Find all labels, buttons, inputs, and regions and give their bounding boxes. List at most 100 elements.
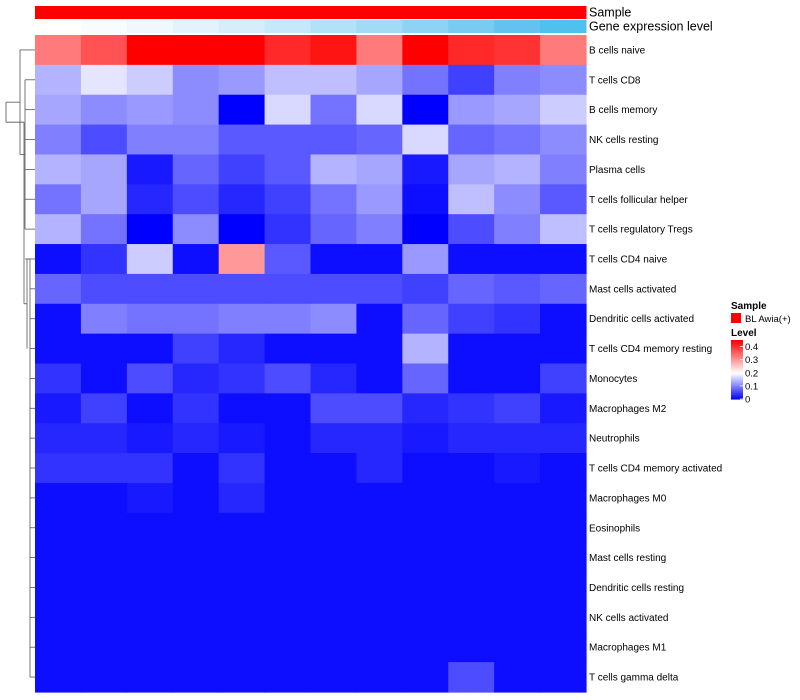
heatmap-cell-7-3 [126,214,174,245]
heatmap-cell-15-1 [35,453,82,484]
heatmap-cell-20-12 [540,602,587,633]
legend-colorbar-segment-26 [731,364,743,367]
legend-colorbar-segment-59 [731,397,743,399]
heatmap-cell-18-8 [356,542,403,574]
heatmap-cell-3-5 [218,94,266,126]
heatmap-cell-6-12 [540,184,587,215]
heatmap-cell-2-10 [448,64,495,96]
heatmap-cell-1-6 [264,35,312,66]
heatmap-cell-2-5 [218,64,266,96]
legend-colorbar-segment-13 [731,351,743,354]
legend-colorbar-segment-33 [731,371,743,374]
annotation-cell-2-8 [356,20,403,33]
heatmap-cell-16-2 [80,482,128,514]
heatmap-cell-9-6 [264,273,312,305]
heatmap-cell-15-4 [172,453,220,484]
legend-colorbar-segment-35 [731,373,743,376]
heatmap-cells [35,35,587,693]
heatmap-cell-22-3 [126,662,174,693]
heatmap-cell-18-6 [264,542,312,574]
annotation-cell-1-8 [356,6,403,19]
heatmap-cell-14-8 [356,423,403,454]
legend-colorbar-segment-24 [731,362,743,365]
heatmap-cell-3-4 [172,94,220,126]
heatmap-cell-2-1 [35,64,82,96]
legend-colorbar-segment-4 [731,342,743,345]
heatmap-cell-18-10 [448,542,495,574]
annotation-cell-2-7 [310,20,357,33]
heatmap-cell-3-12 [540,94,587,126]
legend-colorbar-segment-49 [731,387,743,389]
heatmap-cell-4-3 [126,124,174,156]
legend-colorbar-segment-20 [731,358,743,361]
heatmap-cell-16-6 [264,482,312,514]
annotation-cell-1-10 [448,6,495,19]
heatmap-cell-12-8 [356,363,403,394]
legend-colorbar-segment-53 [731,391,743,393]
heatmap-cell-2-8 [356,64,403,96]
heatmap-cell-8-12 [540,244,587,275]
heatmap-cell-13-9 [402,393,449,424]
heatmap-cell-10-8 [356,303,403,335]
legend-colorbar-segment-32 [731,370,743,373]
row-label-18: Mast cells resting [589,553,666,564]
legend-colorbar-segment-48 [731,386,743,388]
heatmap-cell-22-6 [264,662,312,693]
legend-colorbar-segment-60 [731,398,743,400]
heatmap-cell-17-10 [448,512,495,544]
heatmap-cell-14-7 [310,423,358,454]
heatmap-cell-8-4 [172,244,220,275]
legend-colorbar-segment-34 [731,372,743,375]
heatmap-cell-1-10 [448,35,495,66]
heatmap-cell-9-12 [540,273,587,305]
heatmap-cell-18-5 [218,542,266,574]
legend-colorbar-segment-16 [731,354,743,357]
annotation-cell-2-3 [126,20,174,33]
heatmap-cell-18-7 [310,542,358,574]
row-label-9: Mast cells activated [589,284,676,295]
heatmap-cell-20-9 [402,602,449,633]
heatmap-cell-15-6 [264,453,312,484]
row-label-8: T cells CD4 naive [589,254,668,265]
heatmap-cell-8-3 [126,244,174,275]
heatmap-cell-10-1 [35,303,82,335]
heatmap-cell-11-9 [402,333,449,365]
heatmap-cell-14-10 [448,423,495,454]
heatmap-cell-19-5 [218,572,266,604]
heatmap-cell-13-12 [540,393,587,424]
annotation-label-2: Gene expression level [589,20,713,34]
heatmap-cell-18-3 [126,542,174,574]
legend-colorbar-segment-46 [731,384,743,386]
heatmap-cell-21-10 [448,632,495,663]
row-label-7: T cells regulatory Tregs [589,225,693,236]
legend-colorbar-segment-40 [731,378,743,380]
heatmap-cell-19-8 [356,572,403,604]
heatmap-cell-11-10 [448,333,495,365]
heatmap-cell-2-3 [126,64,174,96]
heatmap-cell-17-11 [494,512,541,544]
row-label-4: NK cells resting [589,135,658,146]
heatmap-cell-20-6 [264,602,312,633]
legend-colorbar-segment-25 [731,363,743,366]
row-label-22: T cells gamma delta [589,673,679,684]
row-label-21: Macrophages M1 [589,643,667,654]
heatmap-cell-11-6 [264,333,312,365]
heatmap-cell-5-2 [80,154,128,185]
heatmap-cell-19-10 [448,572,495,604]
heatmap-cell-9-1 [35,273,82,305]
heatmap-cell-9-8 [356,273,403,305]
heatmap-cell-12-10 [448,363,495,394]
heatmap-cell-12-6 [264,363,312,394]
heatmap-cell-1-4 [172,35,220,66]
legend-colorbar-segment-29 [731,367,743,370]
heatmap-cell-22-8 [356,662,403,693]
heatmap-cell-4-7 [310,124,358,156]
heatmap-cell-5-1 [35,154,82,185]
heatmap-cell-7-5 [218,214,266,245]
heatmap-cell-19-6 [264,572,312,604]
heatmap-cell-14-11 [494,423,541,454]
heatmap-cell-7-1 [35,214,82,245]
legend-colorbar-segment-54 [731,392,743,394]
legend-colorbar-segment-51 [731,389,743,391]
